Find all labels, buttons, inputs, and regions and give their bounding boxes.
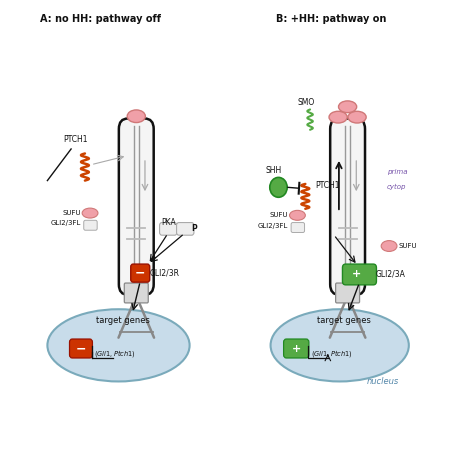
Text: +: + (292, 344, 301, 354)
Text: +: + (352, 269, 361, 280)
Text: GLI2/3A: GLI2/3A (376, 270, 406, 279)
FancyBboxPatch shape (176, 223, 194, 235)
FancyBboxPatch shape (342, 264, 376, 285)
FancyBboxPatch shape (124, 283, 148, 303)
Ellipse shape (271, 309, 409, 382)
Text: PKA: PKA (161, 218, 176, 227)
Text: −: − (76, 342, 86, 355)
Ellipse shape (290, 210, 305, 220)
Text: nucleus: nucleus (367, 377, 399, 386)
Text: SMO: SMO (298, 98, 315, 107)
Text: $(Gli1, Ptch1)$: $(Gli1, Ptch1)$ (94, 348, 136, 359)
Text: GLI2/3R: GLI2/3R (150, 269, 180, 278)
Text: $(Gli1, Ptch1)$: $(Gli1, Ptch1)$ (311, 348, 353, 359)
Text: GLI2/3FL: GLI2/3FL (51, 220, 81, 227)
FancyBboxPatch shape (330, 118, 365, 295)
FancyBboxPatch shape (160, 223, 177, 235)
Text: SUFU: SUFU (398, 243, 417, 249)
Text: A: no HH: pathway off: A: no HH: pathway off (39, 14, 161, 24)
Ellipse shape (127, 110, 146, 123)
Text: SHH: SHH (265, 166, 282, 175)
FancyBboxPatch shape (119, 118, 154, 295)
FancyBboxPatch shape (283, 339, 309, 358)
Text: prima: prima (387, 169, 408, 174)
Ellipse shape (329, 111, 347, 123)
Text: −: − (135, 266, 146, 280)
FancyBboxPatch shape (291, 223, 304, 232)
Text: P: P (191, 224, 197, 233)
Text: target genes: target genes (317, 316, 371, 325)
Ellipse shape (47, 309, 190, 382)
FancyBboxPatch shape (336, 283, 360, 303)
Ellipse shape (348, 111, 366, 123)
Text: PTCH1: PTCH1 (63, 136, 87, 145)
Text: cytop: cytop (387, 184, 407, 191)
Text: SUFU: SUFU (63, 210, 81, 216)
Text: B: +HH: pathway on: B: +HH: pathway on (276, 14, 387, 24)
Ellipse shape (82, 208, 98, 218)
Ellipse shape (270, 177, 287, 197)
FancyBboxPatch shape (131, 264, 150, 282)
FancyBboxPatch shape (84, 220, 97, 230)
FancyBboxPatch shape (70, 339, 92, 358)
Ellipse shape (338, 101, 356, 113)
Text: target genes: target genes (96, 316, 149, 325)
Text: PTCH1: PTCH1 (315, 181, 339, 190)
Text: GLI2/3FL: GLI2/3FL (258, 223, 288, 229)
Text: SUFU: SUFU (270, 212, 288, 219)
Ellipse shape (381, 241, 397, 251)
